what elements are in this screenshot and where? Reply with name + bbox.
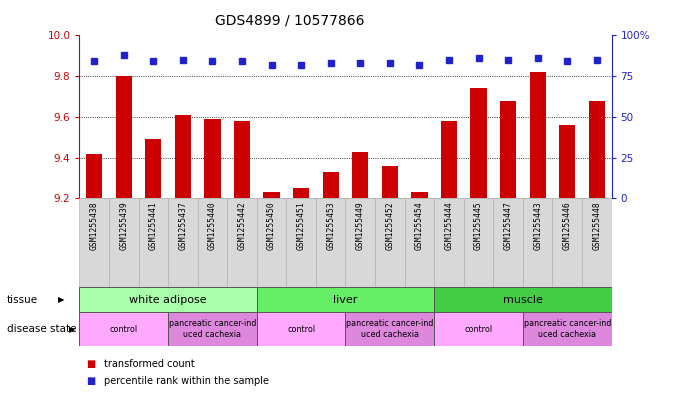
Bar [257,198,286,287]
Bar [293,188,310,198]
Bar [109,198,139,287]
Bar [352,152,368,198]
Text: pancreatic cancer-ind
uced cachexia: pancreatic cancer-ind uced cachexia [524,320,611,339]
Bar [234,121,250,198]
Bar [559,125,576,198]
Bar [286,198,316,287]
Text: ■: ■ [86,358,95,369]
Text: GDS4899 / 10577866: GDS4899 / 10577866 [216,14,365,28]
Text: GSM1255453: GSM1255453 [326,201,335,250]
Bar [346,198,375,287]
Bar [316,198,346,287]
Bar [79,312,168,346]
Bar [227,198,257,287]
Bar [411,192,428,198]
Text: control: control [464,325,493,334]
Text: GSM1255438: GSM1255438 [90,201,99,250]
Bar [471,88,486,198]
Bar [434,198,464,287]
Text: GSM1255443: GSM1255443 [533,201,542,250]
Text: ▶: ▶ [57,295,64,304]
Bar [346,312,434,346]
Bar [582,198,612,287]
Text: GSM1255448: GSM1255448 [592,201,601,250]
Text: white adipose: white adipose [129,295,207,305]
Text: GSM1255449: GSM1255449 [356,201,365,250]
Text: pancreatic cancer-ind
uced cachexia: pancreatic cancer-ind uced cachexia [169,320,256,339]
Text: control: control [287,325,315,334]
Text: GSM1255454: GSM1255454 [415,201,424,250]
Bar [139,198,168,287]
Text: GSM1255450: GSM1255450 [267,201,276,250]
Text: pancreatic cancer-ind
uced cachexia: pancreatic cancer-ind uced cachexia [346,320,433,339]
Bar [257,287,434,312]
Text: GSM1255452: GSM1255452 [386,201,395,250]
Text: GSM1255445: GSM1255445 [474,201,483,250]
Bar [205,119,220,198]
Bar [175,115,191,198]
Text: control: control [110,325,138,334]
Text: GSM1255441: GSM1255441 [149,201,158,250]
Text: GSM1255447: GSM1255447 [504,201,513,250]
Text: GSM1255440: GSM1255440 [208,201,217,250]
Text: muscle: muscle [503,295,543,305]
Text: ■: ■ [86,376,95,386]
Text: GSM1255439: GSM1255439 [120,201,129,250]
Bar [529,72,546,198]
Bar [405,198,434,287]
Bar [323,172,339,198]
Text: percentile rank within the sample: percentile rank within the sample [104,376,269,386]
Bar [434,312,523,346]
Text: liver: liver [333,295,358,305]
Bar [145,140,162,198]
Bar [86,154,102,198]
Text: disease state: disease state [7,324,77,334]
Bar [115,76,132,198]
Bar [493,198,523,287]
Bar [198,198,227,287]
Bar [523,198,552,287]
Bar [168,312,257,346]
Bar [79,198,109,287]
Bar [375,198,405,287]
Text: transformed count: transformed count [104,358,194,369]
Text: GSM1255437: GSM1255437 [178,201,187,250]
Bar [434,287,612,312]
Bar [79,287,257,312]
Bar [168,198,198,287]
Text: tissue: tissue [7,295,38,305]
Bar [523,312,612,346]
Text: GSM1255444: GSM1255444 [444,201,453,250]
Bar [441,121,457,198]
Text: ▶: ▶ [69,325,76,334]
Text: GSM1255442: GSM1255442 [238,201,247,250]
Bar [552,198,582,287]
Text: GSM1255451: GSM1255451 [296,201,305,250]
Bar [589,101,605,198]
Bar [257,312,346,346]
Bar [464,198,493,287]
Bar [263,192,280,198]
Bar [500,101,516,198]
Bar [381,166,398,198]
Text: GSM1255446: GSM1255446 [562,201,571,250]
